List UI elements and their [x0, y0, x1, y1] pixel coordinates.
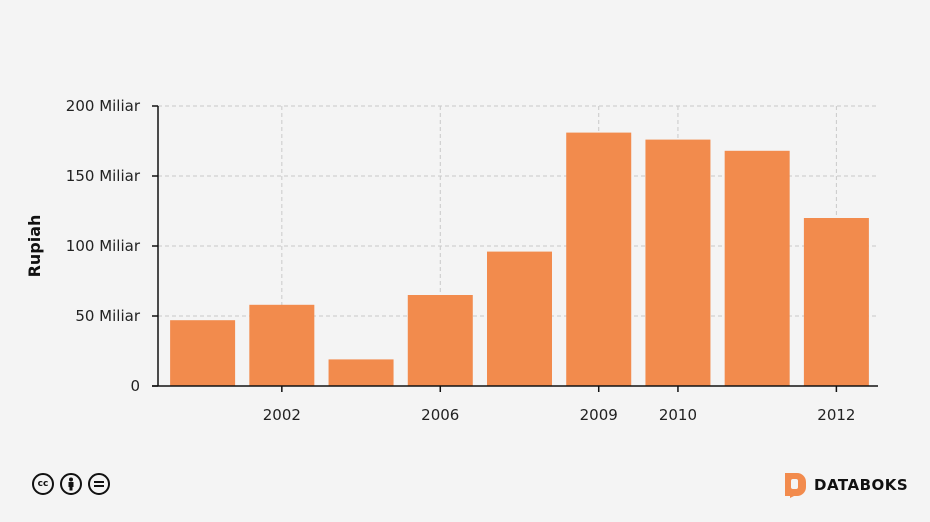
y-tick-label: 100 Miliar: [66, 237, 141, 255]
bar-2009[interactable]: [566, 132, 632, 386]
cc-icon: cc: [32, 473, 54, 495]
nd-icon: [88, 473, 110, 495]
bar-2003[interactable]: [328, 359, 394, 386]
brand[interactable]: DATABOKS: [783, 472, 908, 498]
bar-2010[interactable]: [645, 139, 711, 386]
x-tick-label: 2010: [659, 406, 697, 424]
bar-layer: [170, 132, 869, 386]
y-tick-label: 50 Miliar: [75, 307, 140, 325]
bar-2006[interactable]: [407, 295, 473, 386]
bar-2012[interactable]: [803, 218, 869, 386]
brand-name: DATABOKS: [814, 476, 909, 494]
bar-2011[interactable]: [724, 150, 790, 386]
axis-layer: [152, 105, 878, 392]
y-tick-label: 0: [130, 377, 140, 395]
databoks-logo-icon: [785, 473, 806, 498]
bar-2000[interactable]: [170, 320, 236, 386]
y-tick-label: 200 Miliar: [66, 97, 141, 115]
x-tick-label: 2006: [421, 406, 459, 424]
label-layer: 0 50 Miliar 100 Miliar 150 Miliar 200 Miliar…: [66, 97, 856, 424]
x-tick-label: 2009: [580, 406, 618, 424]
by-icon: [60, 473, 82, 495]
license-icons: cc: [32, 473, 110, 495]
y-tick-label: 150 Miliar: [66, 167, 141, 185]
y-axis-title: Rupiah: [25, 215, 44, 278]
bar-2008[interactable]: [487, 251, 552, 386]
x-tick-label: 2002: [263, 406, 301, 424]
bar-chart: 0 50 Miliar 100 Miliar 150 Miliar 200 Miliar…: [25, 97, 878, 424]
bar-2002[interactable]: [249, 304, 315, 386]
x-tick-label: 2012: [817, 406, 855, 424]
